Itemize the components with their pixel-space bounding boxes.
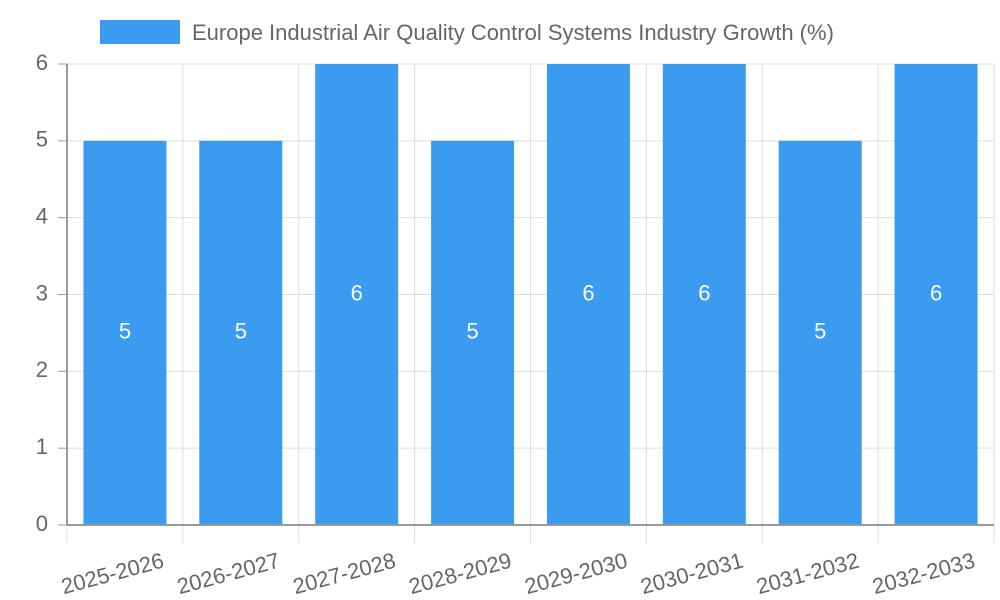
x-tick-label: 2030-2031 [638, 548, 746, 599]
bar-value-label: 5 [119, 319, 131, 344]
bar [778, 140, 862, 526]
legend-label: Europe Industrial Air Quality Control Sy… [192, 20, 834, 45]
bar [431, 140, 515, 526]
y-tick-label: 5 [36, 127, 48, 152]
bar-value-label: 5 [235, 319, 247, 344]
bar [894, 64, 978, 525]
bar-value-label: 6 [351, 280, 363, 305]
legend-swatch [100, 20, 180, 44]
x-tick-label: 2028-2029 [406, 548, 514, 599]
y-tick-label: 2 [36, 357, 48, 382]
bars [83, 64, 978, 526]
y-tick-label: 3 [36, 280, 48, 305]
axes [58, 63, 994, 526]
x-tick-label: 2025-2026 [58, 548, 166, 599]
bar-value-label: 6 [698, 280, 710, 305]
bar [315, 64, 399, 525]
y-tick-label: 6 [36, 50, 48, 75]
bar-value-label: 6 [930, 280, 942, 305]
x-tick-label: 2032-2033 [870, 548, 978, 599]
bar [83, 140, 167, 526]
x-tick-label: 2029-2030 [522, 548, 630, 599]
bar-value-label: 5 [466, 319, 478, 344]
legend: Europe Industrial Air Quality Control Sy… [100, 20, 834, 45]
y-tick-label: 4 [36, 203, 48, 228]
bar-value-label: 5 [814, 319, 826, 344]
x-tick-label: 2031-2032 [754, 548, 862, 599]
bar [662, 64, 746, 525]
bar-value-label: 6 [582, 280, 594, 305]
bar [546, 64, 630, 525]
y-tick-label: 0 [36, 511, 48, 536]
x-tick-label: 2026-2027 [174, 548, 282, 599]
y-tick-label: 1 [36, 434, 48, 459]
bar [199, 140, 283, 526]
x-tick-label: 2027-2028 [290, 548, 398, 599]
